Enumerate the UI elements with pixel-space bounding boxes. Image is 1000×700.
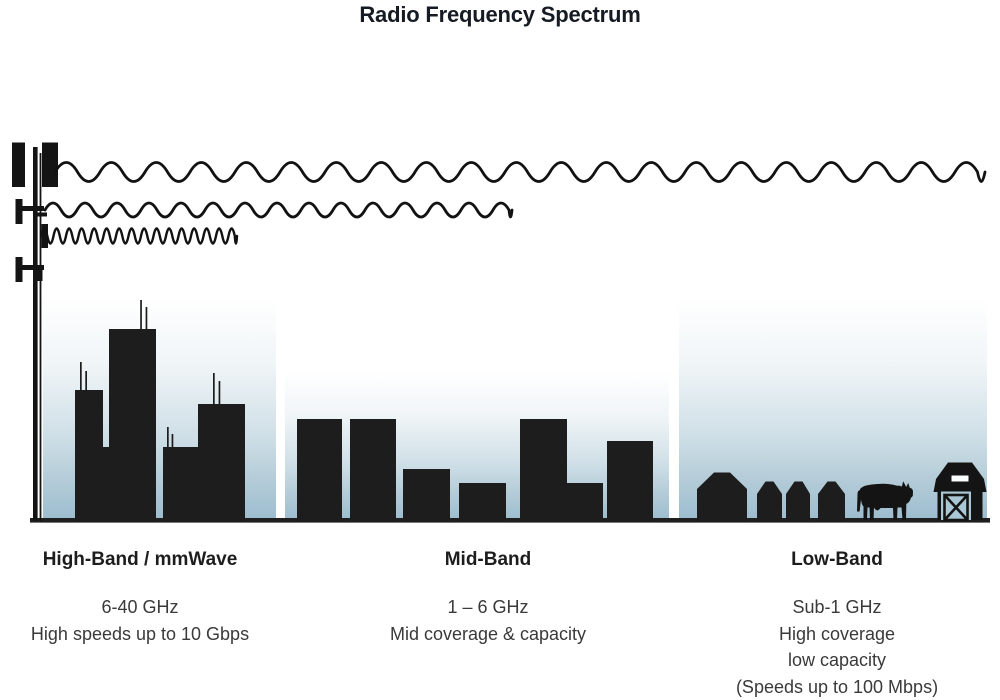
mid-band-caption: Mid-Band 1 – 6 GHz Mid coverage & capaci… [358, 549, 618, 647]
tower-mast [33, 147, 38, 521]
low-band-heading: Low-Band [791, 549, 883, 570]
low-band-description-3: (Speeds up to 100 Mbps) [735, 676, 939, 697]
barn-loft-vent [951, 475, 969, 482]
antenna-panel [12, 142, 25, 187]
mid-band-heading: Mid-Band [444, 549, 532, 570]
tower-crossbar [16, 265, 44, 270]
skyscraper [163, 447, 198, 522]
building [459, 483, 506, 522]
low-band-wave-icon [53, 161, 987, 183]
antenna-panel [15, 199, 23, 224]
tower-crossbar [36, 212, 47, 217]
tower-crossbar [16, 206, 44, 211]
mid-band-wave-icon [43, 201, 514, 219]
skyscraper [198, 404, 245, 522]
house-icon [818, 481, 845, 522]
skyscraper [75, 390, 103, 522]
skyscraper [103, 447, 110, 522]
antenna-panel [37, 270, 43, 281]
rooftop-antenna [171, 434, 174, 448]
skyscraper [109, 329, 156, 522]
city-skyline-icon [75, 300, 245, 522]
low-band-description-2: low capacity [787, 650, 887, 670]
high-band-wave-icon [39, 227, 239, 245]
cell-tower-icon [12, 142, 58, 521]
low-band-description-1: High coverage [778, 623, 896, 644]
house-icon [786, 481, 810, 522]
rooftop-antenna [218, 381, 221, 405]
barn-door-frame [943, 493, 969, 522]
mid-band-frequency: 1 – 6 GHz [447, 597, 529, 617]
rooftop-antenna [167, 427, 169, 448]
barn-door-cross [943, 494, 969, 521]
building [297, 419, 342, 522]
ground-line [30, 518, 990, 523]
high-band-caption: High-Band / mmWave 6-40 GHz High speeds … [10, 549, 270, 647]
building [350, 419, 396, 522]
barn-icon [933, 462, 987, 522]
antenna-panel [41, 224, 48, 248]
high-band-heading: High-Band / mmWave [42, 549, 238, 570]
house-icon [757, 481, 782, 522]
mid-band-description: Mid coverage & capacity [389, 623, 587, 644]
low-band-caption: Low-Band Sub-1 GHz High coverage low cap… [707, 549, 967, 700]
high-band-description: High speeds up to 10 Gbps [30, 623, 250, 644]
antenna-panel [15, 257, 23, 282]
page-title: Radio Frequency Spectrum [359, 2, 641, 27]
building [607, 441, 653, 522]
rooftop-antenna [213, 373, 215, 405]
tower-mast-thin [39, 153, 42, 521]
cow-icon [857, 481, 913, 520]
house-icon [697, 472, 747, 522]
rooftop-antenna [140, 300, 142, 330]
rural-scene-icon [697, 462, 987, 522]
building [403, 469, 450, 522]
building [520, 419, 567, 522]
mid-rise-buildings-icon [297, 419, 653, 522]
rooftop-antenna [145, 307, 148, 330]
building [567, 483, 603, 522]
high-band-frequency: 6-40 GHz [101, 597, 179, 617]
low-band-frequency: Sub-1 GHz [792, 597, 882, 617]
rooftop-antenna [80, 362, 82, 391]
antenna-panel [42, 142, 58, 187]
rooftop-antenna [85, 371, 87, 391]
